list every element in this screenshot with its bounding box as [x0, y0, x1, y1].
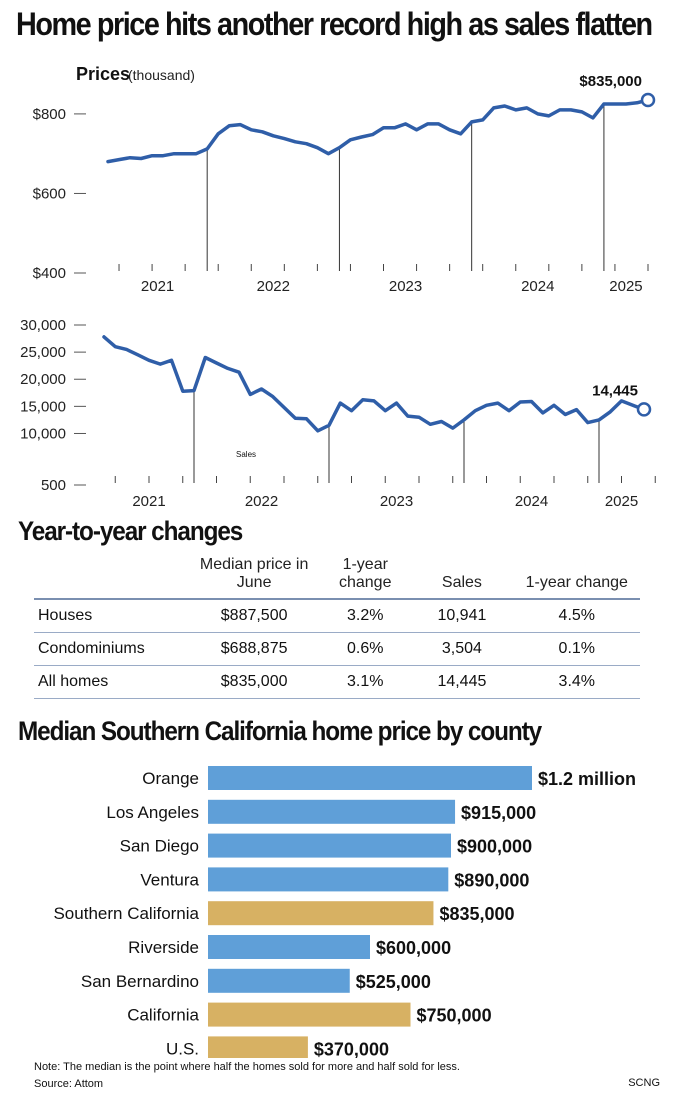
sales-cell: 10,941: [410, 599, 514, 633]
median-price-cell: $835,000: [188, 665, 321, 699]
row-label: Houses: [34, 599, 189, 633]
y-tick-label: 30,000: [20, 317, 66, 334]
endpoint-marker: [636, 402, 652, 417]
endpoint-label: $835,000: [579, 73, 642, 90]
category-label: San Diego: [120, 837, 199, 856]
footnote: Note: The median is the point where half…: [34, 1061, 460, 1073]
y-tick-label: $400: [33, 265, 66, 282]
category-label: Los Angeles: [106, 803, 199, 822]
category-label: Orange: [142, 769, 199, 788]
table-row: All homes $835,000 3.1% 14,445 3.4%: [34, 665, 640, 699]
price-change-cell: 3.2%: [320, 599, 411, 633]
bar: [208, 935, 370, 959]
value-label: $835,000: [439, 904, 514, 924]
series-line: [102, 335, 646, 433]
y-tick-label: $800: [33, 106, 66, 123]
y-tick-label: 500: [41, 477, 66, 494]
bar: [208, 1002, 411, 1027]
y-tick-label: 15,000: [20, 398, 66, 415]
bar: [208, 901, 434, 926]
category-label: San Bernardino: [81, 972, 199, 991]
y-tick-label: $600: [33, 185, 66, 202]
category-label: Riverside: [128, 938, 199, 957]
sales-cell: 14,445: [410, 665, 514, 699]
bar: [208, 799, 456, 824]
table-row: Condominiums $688,875 0.6% 3,504 0.1%: [34, 632, 640, 666]
sales-change-cell: 4.5%: [513, 599, 640, 633]
year-to-year-title: Year-to-year changes: [18, 516, 243, 546]
y-tick-label: 10,000: [20, 425, 66, 442]
category-label: U.S.: [166, 1039, 199, 1058]
sales-cell: 3,504: [410, 632, 514, 666]
x-tick-label: 2023: [380, 493, 413, 510]
x-tick-label: 2022: [245, 493, 278, 510]
value-label: $525,000: [356, 972, 431, 992]
bar: [208, 968, 350, 993]
y-tick-label: 20,000: [20, 371, 66, 388]
chart-title: Prices: [76, 64, 130, 84]
x-tick-label: 2022: [257, 278, 290, 295]
sales-chart: 500 10,000 15,000 20,000 25,000 30,000 2021 202…: [20, 317, 656, 510]
row-label: All homes: [34, 665, 189, 699]
sales-change-cell: 3.4%: [513, 665, 640, 699]
endpoint-label: 14,445: [592, 382, 638, 399]
table-header-row: Median price in June 1-year change Sales…: [34, 556, 640, 600]
value-label: $900,000: [457, 837, 532, 857]
median-price-cell: $688,875: [188, 632, 321, 666]
category-label: Ventura: [140, 870, 199, 889]
value-label: $890,000: [454, 870, 529, 890]
table-header-price-change: 1-year change: [320, 556, 411, 600]
value-label: $915,000: [461, 803, 536, 823]
chart-title: Sales: [236, 450, 256, 459]
y-tick-label: 25,000: [20, 344, 66, 361]
table-header-median-price: Median price in June: [188, 556, 321, 600]
x-tick-label: 2024: [521, 278, 554, 295]
x-tick-label: 2024: [515, 493, 548, 510]
bar: [208, 1036, 308, 1058]
value-label: $1.2 million: [538, 769, 636, 789]
value-label: $370,000: [314, 1039, 389, 1058]
bar: [208, 766, 532, 790]
sales-change-cell: 0.1%: [513, 632, 640, 666]
x-tick-label: 2025: [609, 278, 642, 295]
category-label: California: [127, 1006, 199, 1025]
county-chart-title: Median Southern California home price by…: [18, 716, 542, 746]
price-change-cell: 3.1%: [320, 665, 411, 699]
x-tick-label: 2021: [141, 278, 174, 295]
median-price-cell: $887,500: [188, 599, 321, 633]
endpoint-marker: [640, 92, 656, 108]
x-tick-label: 2021: [132, 493, 165, 510]
table-row: Houses $887,500 3.2% 10,941 4.5%: [34, 599, 640, 633]
category-label: Southern California: [53, 904, 199, 923]
x-tick-label: 2023: [389, 278, 422, 295]
series-line: [106, 98, 650, 164]
row-label: Condominiums: [34, 632, 189, 666]
price-chart: Prices(thousand) $400 $600 $800 2021 2022 2023…: [33, 64, 656, 295]
table-header-label: [34, 556, 189, 600]
headline: Home price hits another record high as s…: [16, 6, 653, 42]
value-label: $600,000: [376, 938, 451, 958]
bar: [208, 833, 451, 858]
price-change-cell: 0.6%: [320, 632, 411, 666]
credit: SCNG: [628, 1077, 660, 1089]
table-header-sales-change: 1-year change: [513, 556, 640, 600]
source: Source: Attom: [34, 1078, 104, 1090]
table-header-sales: Sales: [410, 556, 514, 600]
bar: [208, 867, 449, 892]
chart-subtitle: (thousand): [128, 67, 195, 83]
x-tick-label: 2025: [605, 493, 638, 510]
value-label: $750,000: [417, 1006, 492, 1026]
county-chart: Orange $1.2 million Los Angeles $915,000 San…: [53, 766, 636, 1058]
year-to-year-table: Median price in June 1-year change Sales…: [34, 556, 640, 699]
